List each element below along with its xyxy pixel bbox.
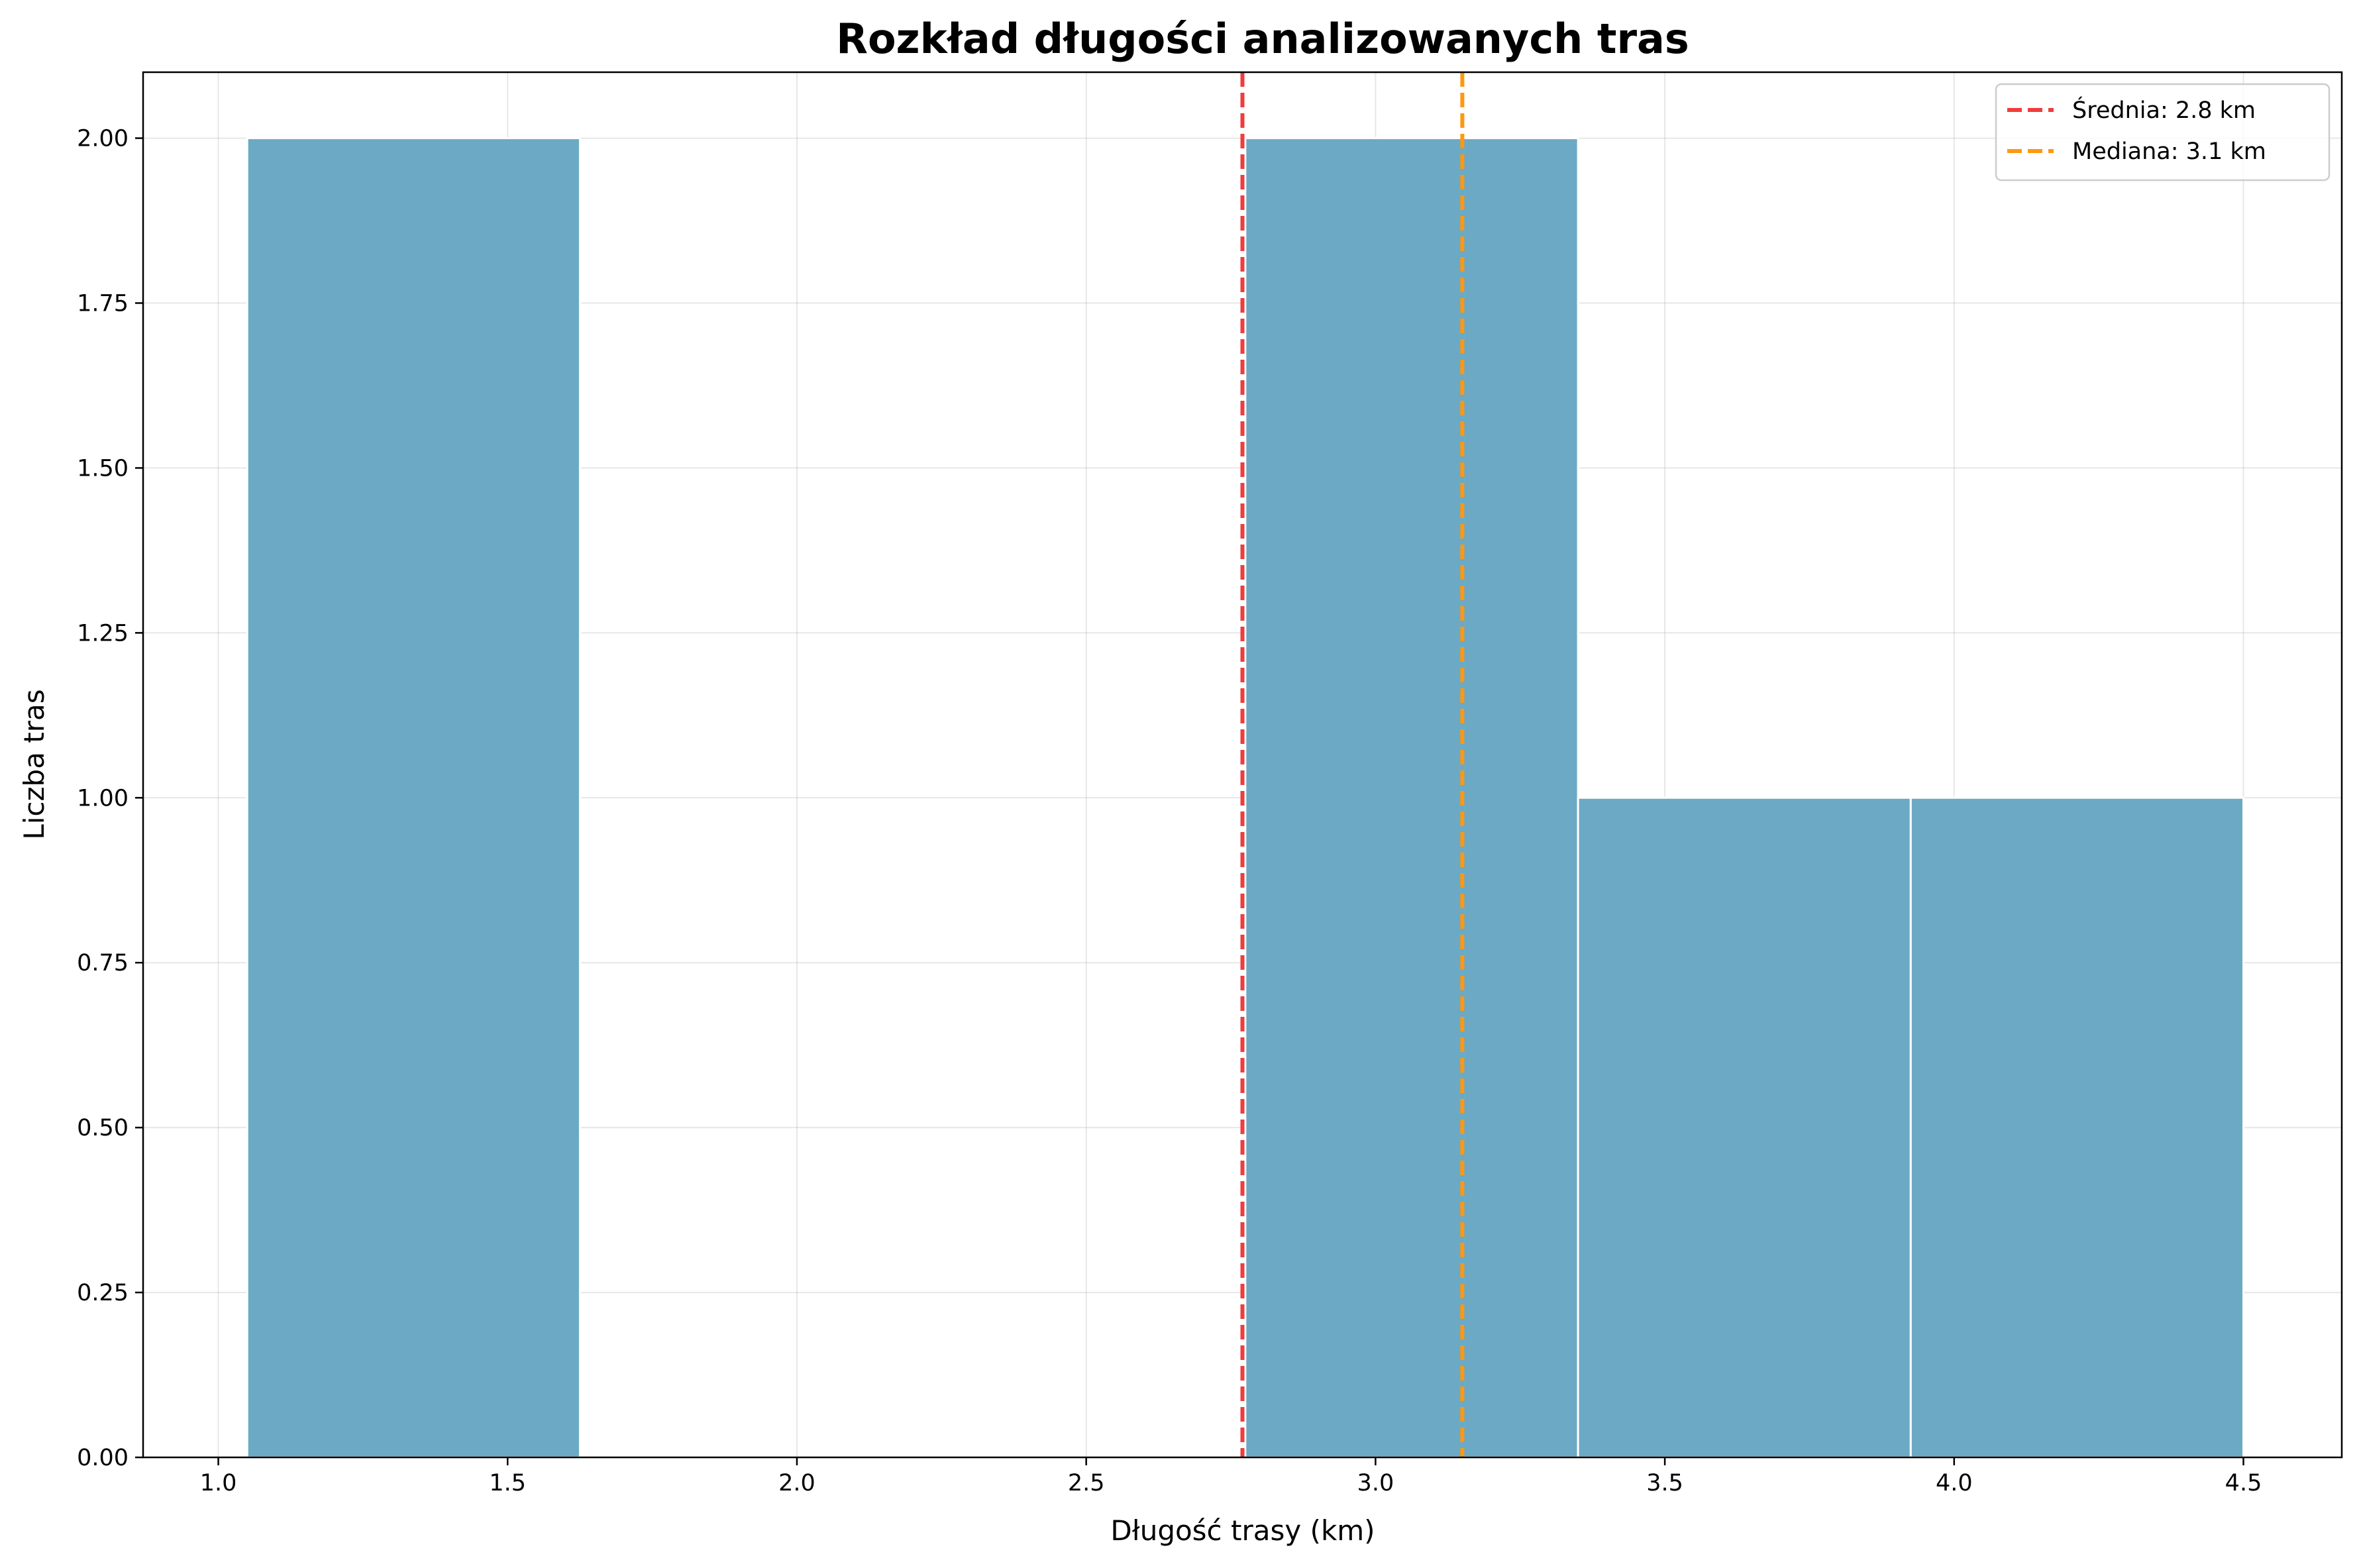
x-tick-label-6: 4.0 <box>1936 1470 1973 1496</box>
x-axis-ticks: 1.0 1.5 2.0 2.5 3.0 3.5 4.0 4.5 <box>200 1457 2262 1496</box>
x-tick-label-5: 3.5 <box>1646 1470 1683 1496</box>
y-tick-label-8: 2.00 <box>77 126 129 152</box>
y-tick-label-3: 0.75 <box>77 950 129 976</box>
y-axis-ticks: 0.00 0.25 0.50 0.75 1.00 1.25 1.50 1.75 2.00 <box>77 126 143 1471</box>
chart-title: Rozkład długości analizowanych tras <box>836 15 1689 63</box>
y-tick-label-0: 0.00 <box>77 1445 129 1471</box>
histogram-bar-0 <box>246 137 581 1459</box>
x-tick-label-1: 1.5 <box>489 1470 526 1496</box>
y-tick-label-7: 1.75 <box>77 291 129 317</box>
legend: Średnia: 2.8 km Mediana: 3.1 km <box>1995 83 2331 182</box>
x-tick-label-0: 1.0 <box>200 1470 237 1496</box>
legend-label-0: Średnia: 2.8 km <box>2072 96 2256 124</box>
x-tick-label-4: 3.0 <box>1357 1470 1394 1496</box>
y-tick-label-2: 0.50 <box>77 1115 129 1141</box>
x-tick-label-7: 4.5 <box>2225 1470 2262 1496</box>
x-axis-label: Długość trasy (km) <box>1110 1514 1375 1547</box>
y-tick-label-6: 1.50 <box>77 455 129 482</box>
histogram-bar-4 <box>1577 796 1912 1459</box>
bars <box>246 137 2245 1459</box>
reference-lines <box>1240 72 1465 1457</box>
plot-frame <box>142 71 2343 1459</box>
legend-label-1: Mediana: 3.1 km <box>2072 138 2266 165</box>
legend-box <box>1995 83 2331 182</box>
y-tick-label-4: 1.00 <box>77 785 129 811</box>
y-tick-label-1: 0.25 <box>77 1280 129 1306</box>
y-tick-label-5: 1.25 <box>77 620 129 647</box>
y-axis-label: Liczba tras <box>18 689 50 839</box>
x-tick-label-3: 2.5 <box>1068 1470 1105 1496</box>
x-tick-label-2: 2.0 <box>778 1470 815 1496</box>
histogram-bar-3 <box>1244 137 1579 1459</box>
histogram-bar-5 <box>1909 796 2245 1459</box>
